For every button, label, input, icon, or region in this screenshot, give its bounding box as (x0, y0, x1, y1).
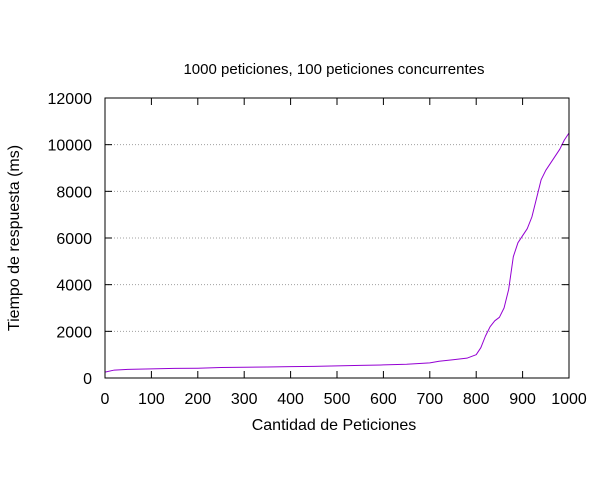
series-line (104, 132, 570, 373)
x-tick-label: 500 (324, 391, 351, 408)
x-tick-label: 0 (101, 391, 110, 408)
x-tick-label: 700 (416, 391, 443, 408)
series-lines (104, 132, 570, 373)
x-axis-label: Cantidad de Peticiones (252, 417, 417, 434)
grid-lines (105, 144, 569, 332)
x-tick-label: 800 (463, 391, 490, 408)
y-tick-label: 8000 (56, 184, 92, 201)
y-tick-label: 10000 (48, 138, 93, 155)
x-tick-label: 300 (231, 391, 258, 408)
chart-title: 1000 peticiones, 100 peticiones concurre… (183, 61, 484, 78)
y-tick-label: 12000 (48, 91, 93, 108)
x-tick-label: 1000 (551, 391, 587, 408)
x-tick-label: 400 (277, 391, 304, 408)
x-tick-label: 200 (184, 391, 211, 408)
x-tick-label: 600 (370, 391, 397, 408)
x-tick-label: 100 (138, 391, 165, 408)
y-tick-label: 6000 (56, 231, 92, 248)
y-axis-ticks: 0 2000 4000 6000 8000 10000 12000 (48, 91, 569, 388)
y-tick-label: 2000 (56, 324, 92, 341)
y-tick-label: 0 (83, 371, 92, 388)
x-axis-ticks: 0 100 200 300 400 500 600 700 800 900 1000 (101, 98, 587, 408)
y-tick-label: 4000 (56, 278, 92, 295)
x-tick-label: 900 (509, 391, 536, 408)
y-axis-label: Tiempo de respuesta (ms) (6, 145, 23, 331)
